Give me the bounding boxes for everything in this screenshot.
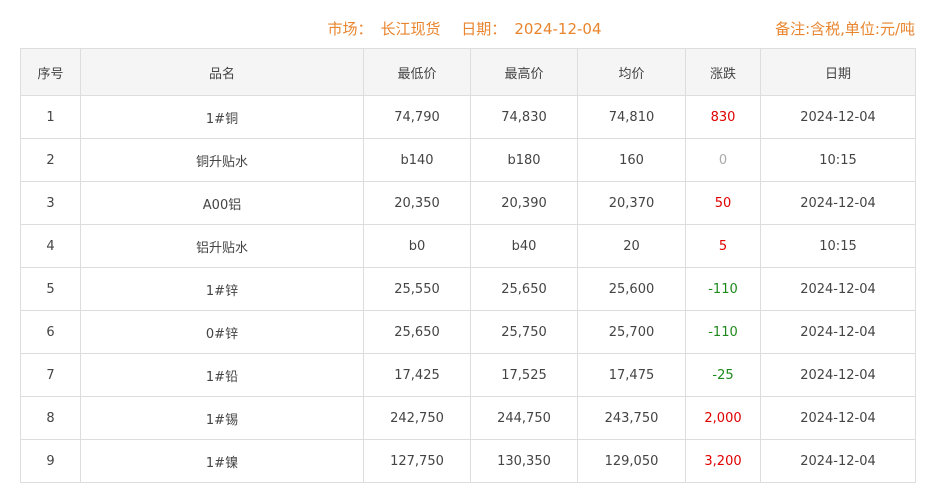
- cell-date: 10:15: [760, 138, 916, 182]
- cell-change: -110: [685, 267, 761, 311]
- cell-date: 2024-12-04: [760, 267, 916, 311]
- column-header-name: 品名: [80, 48, 364, 96]
- cell-low: 127,750: [363, 439, 471, 483]
- cell-avg: 160: [577, 138, 686, 182]
- cell-avg: 25,700: [577, 310, 686, 354]
- cell-name: 1#铅: [80, 353, 364, 397]
- cell-change: 50: [685, 181, 761, 225]
- cell-index: 7: [20, 353, 81, 397]
- market-label: 市场：: [327, 20, 373, 38]
- column-header-high: 最高价: [470, 48, 578, 96]
- column-header-change: 涨跌: [685, 48, 761, 96]
- table-row: 3 A00铝 20,350 20,390 20,370 50 2024-12-04: [20, 181, 916, 225]
- cell-high: 25,750: [470, 310, 578, 354]
- cell-date: 10:15: [760, 224, 916, 268]
- table-row: 8 1#锡 242,750 244,750 243,750 2,000 2024-12-04: [20, 396, 916, 440]
- column-header-date: 日期: [760, 48, 916, 96]
- table-row: 4 铝升贴水 b0 b40 20 5 10:15: [20, 224, 916, 268]
- cell-low: 25,650: [363, 310, 471, 354]
- cell-date: 2024-12-04: [760, 439, 916, 483]
- market-date-title: 市场： 长江现货 日期： 2024-12-04: [0, 18, 929, 39]
- cell-name: 1#锌: [80, 267, 364, 311]
- cell-low: b0: [363, 224, 471, 268]
- cell-low: 17,425: [363, 353, 471, 397]
- price-table: 序号 品名 最低价 最高价 均价 涨跌 日期 1 1#铜 74,790 74,830 74,810 8…: [20, 48, 916, 483]
- cell-name: 0#锌: [80, 310, 364, 354]
- column-header-low: 最低价: [363, 48, 471, 96]
- cell-name: 1#铜: [80, 95, 364, 139]
- cell-name: 1#锡: [80, 396, 364, 440]
- cell-index: 2: [20, 138, 81, 182]
- table-row: 5 1#锌 25,550 25,650 25,600 -110 2024-12-04: [20, 267, 916, 311]
- cell-date: 2024-12-04: [760, 95, 916, 139]
- cell-index: 3: [20, 181, 81, 225]
- cell-low: b140: [363, 138, 471, 182]
- cell-index: 4: [20, 224, 81, 268]
- cell-avg: 243,750: [577, 396, 686, 440]
- cell-change: 2,000: [685, 396, 761, 440]
- cell-change: 0: [685, 138, 761, 182]
- cell-avg: 17,475: [577, 353, 686, 397]
- cell-change: -110: [685, 310, 761, 354]
- cell-change: 5: [685, 224, 761, 268]
- market-value: 长江现货: [380, 20, 441, 38]
- table-row: 2 铜升贴水 b140 b180 160 0 10:15: [20, 138, 916, 182]
- cell-high: 25,650: [470, 267, 578, 311]
- cell-avg: 129,050: [577, 439, 686, 483]
- table-header: 序号 品名 最低价 最高价 均价 涨跌 日期: [20, 48, 916, 96]
- cell-high: 20,390: [470, 181, 578, 225]
- cell-date: 2024-12-04: [760, 353, 916, 397]
- cell-change: 830: [685, 95, 761, 139]
- cell-avg: 25,600: [577, 267, 686, 311]
- date-value: 2024-12-04: [514, 20, 602, 38]
- column-header-avg: 均价: [577, 48, 686, 96]
- cell-index: 9: [20, 439, 81, 483]
- table-row: 1 1#铜 74,790 74,830 74,810 830 2024-12-04: [20, 95, 916, 139]
- table-row: 9 1#镍 127,750 130,350 129,050 3,200 2024-12-04: [20, 439, 916, 483]
- cell-change: -25: [685, 353, 761, 397]
- table-row: 6 0#锌 25,650 25,750 25,700 -110 2024-12-04: [20, 310, 916, 354]
- cell-avg: 20: [577, 224, 686, 268]
- cell-low: 25,550: [363, 267, 471, 311]
- cell-name: 铜升贴水: [80, 138, 364, 182]
- cell-date: 2024-12-04: [760, 310, 916, 354]
- cell-index: 1: [20, 95, 81, 139]
- cell-name: 1#镍: [80, 439, 364, 483]
- cell-index: 6: [20, 310, 81, 354]
- unit-note: 备注:含税,单位:元/吨: [775, 20, 915, 38]
- cell-date: 2024-12-04: [760, 181, 916, 225]
- cell-high: b40: [470, 224, 578, 268]
- cell-high: 17,525: [470, 353, 578, 397]
- cell-low: 74,790: [363, 95, 471, 139]
- table-row: 7 1#铅 17,425 17,525 17,475 -25 2024-12-04: [20, 353, 916, 397]
- cell-avg: 20,370: [577, 181, 686, 225]
- cell-name: A00铝: [80, 181, 364, 225]
- cell-avg: 74,810: [577, 95, 686, 139]
- cell-low: 20,350: [363, 181, 471, 225]
- cell-high: b180: [470, 138, 578, 182]
- date-label: 日期：: [461, 20, 507, 38]
- cell-name: 铝升贴水: [80, 224, 364, 268]
- cell-high: 74,830: [470, 95, 578, 139]
- column-header-index: 序号: [20, 48, 81, 96]
- cell-index: 5: [20, 267, 81, 311]
- cell-index: 8: [20, 396, 81, 440]
- cell-high: 244,750: [470, 396, 578, 440]
- cell-low: 242,750: [363, 396, 471, 440]
- cell-change: 3,200: [685, 439, 761, 483]
- cell-date: 2024-12-04: [760, 396, 916, 440]
- cell-high: 130,350: [470, 439, 578, 483]
